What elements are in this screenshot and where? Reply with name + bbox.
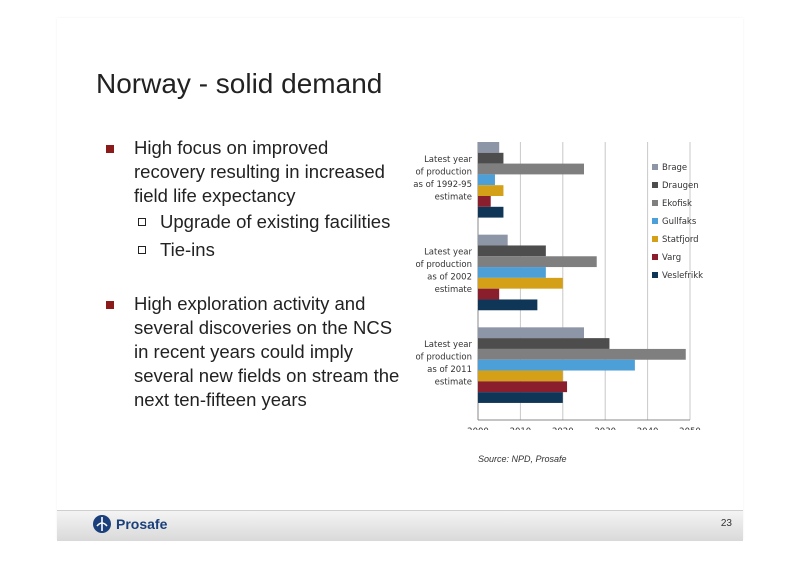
bullet-list: High focus on improved recovery resultin… (100, 136, 400, 414)
sub-bullet-item: Upgrade of existing facilities (100, 210, 400, 234)
category-label: Latest year of production as of 1992-95 est… (413, 155, 472, 203)
bar-brage (478, 327, 584, 339)
legend-swatch (652, 236, 658, 242)
bullet-item: High focus on improved recovery resultin… (100, 136, 400, 208)
x-tick-label: 2020 (552, 427, 574, 430)
x-tick-label: 2030 (594, 427, 616, 430)
bar-varg (478, 288, 500, 300)
legend-label: Gullfaks (662, 217, 697, 227)
category-label: Latest year of production as of 2011 estima… (415, 340, 472, 388)
legend-label: Ekofisk (662, 199, 692, 209)
bar-brage (478, 234, 508, 246)
bar-brage (478, 142, 500, 153)
legend-swatch (652, 164, 658, 170)
page-number: 23 (720, 518, 732, 529)
square-bullet-icon (106, 301, 114, 309)
slide (57, 18, 743, 540)
bar-draugen (478, 245, 546, 257)
legend-label: Draugen (662, 181, 699, 191)
square-bullet-icon (106, 145, 114, 153)
bullet-text: High exploration activity and several di… (134, 293, 400, 410)
footer-bar (57, 510, 743, 541)
bar-veslefrikk (478, 299, 538, 311)
category-label: Latest year of production as of 2002 estima… (415, 247, 472, 295)
x-tick-label: 2010 (510, 427, 532, 430)
hollow-square-bullet-icon (138, 246, 146, 254)
hollow-square-bullet-icon (138, 218, 146, 226)
source-note: Source: NPD, Prosafe (478, 454, 567, 464)
bar-ekofisk (478, 348, 686, 360)
bar-statfjord (478, 277, 563, 289)
bar-veslefrikk (478, 206, 504, 218)
bar-draugen (478, 338, 610, 349)
bar-ekofisk (478, 163, 584, 175)
bar-varg (478, 196, 491, 207)
prosafe-logo-icon (93, 515, 111, 533)
bar-gullfaks (478, 359, 635, 371)
sub-bullet-text: Tie-ins (160, 239, 215, 260)
sub-bullet-text: Upgrade of existing facilities (160, 211, 391, 232)
slide-title: Norway - solid demand (96, 68, 383, 99)
bar-statfjord (478, 370, 563, 382)
x-tick-label: 2000 (467, 427, 489, 430)
bar-ekofisk (478, 256, 597, 268)
bar-gullfaks (478, 267, 546, 278)
bullet-text: High focus on improved recovery resultin… (134, 137, 385, 206)
legend-label: Veslefrikk (662, 271, 703, 281)
legend-label: Statfjord (662, 235, 699, 245)
footer-brand: Prosafe (116, 516, 168, 532)
legend-swatch (652, 200, 658, 206)
legend-swatch (652, 272, 658, 278)
legend-swatch (652, 254, 658, 260)
bar-statfjord (478, 185, 504, 196)
bar-draugen (478, 152, 504, 164)
bar-gullfaks (478, 174, 495, 186)
legend-label: Brage (662, 163, 687, 173)
legend-label: Varg (662, 253, 681, 263)
sub-bullet-item: Tie-ins (100, 238, 400, 262)
x-tick-label: 2040 (637, 427, 659, 430)
legend-swatch (652, 218, 658, 224)
bar-veslefrikk (478, 392, 563, 403)
legend-swatch (652, 182, 658, 188)
x-tick-label: 2050 (679, 427, 701, 430)
bullet-item: High exploration activity and several di… (100, 292, 400, 412)
bar-varg (478, 381, 568, 393)
